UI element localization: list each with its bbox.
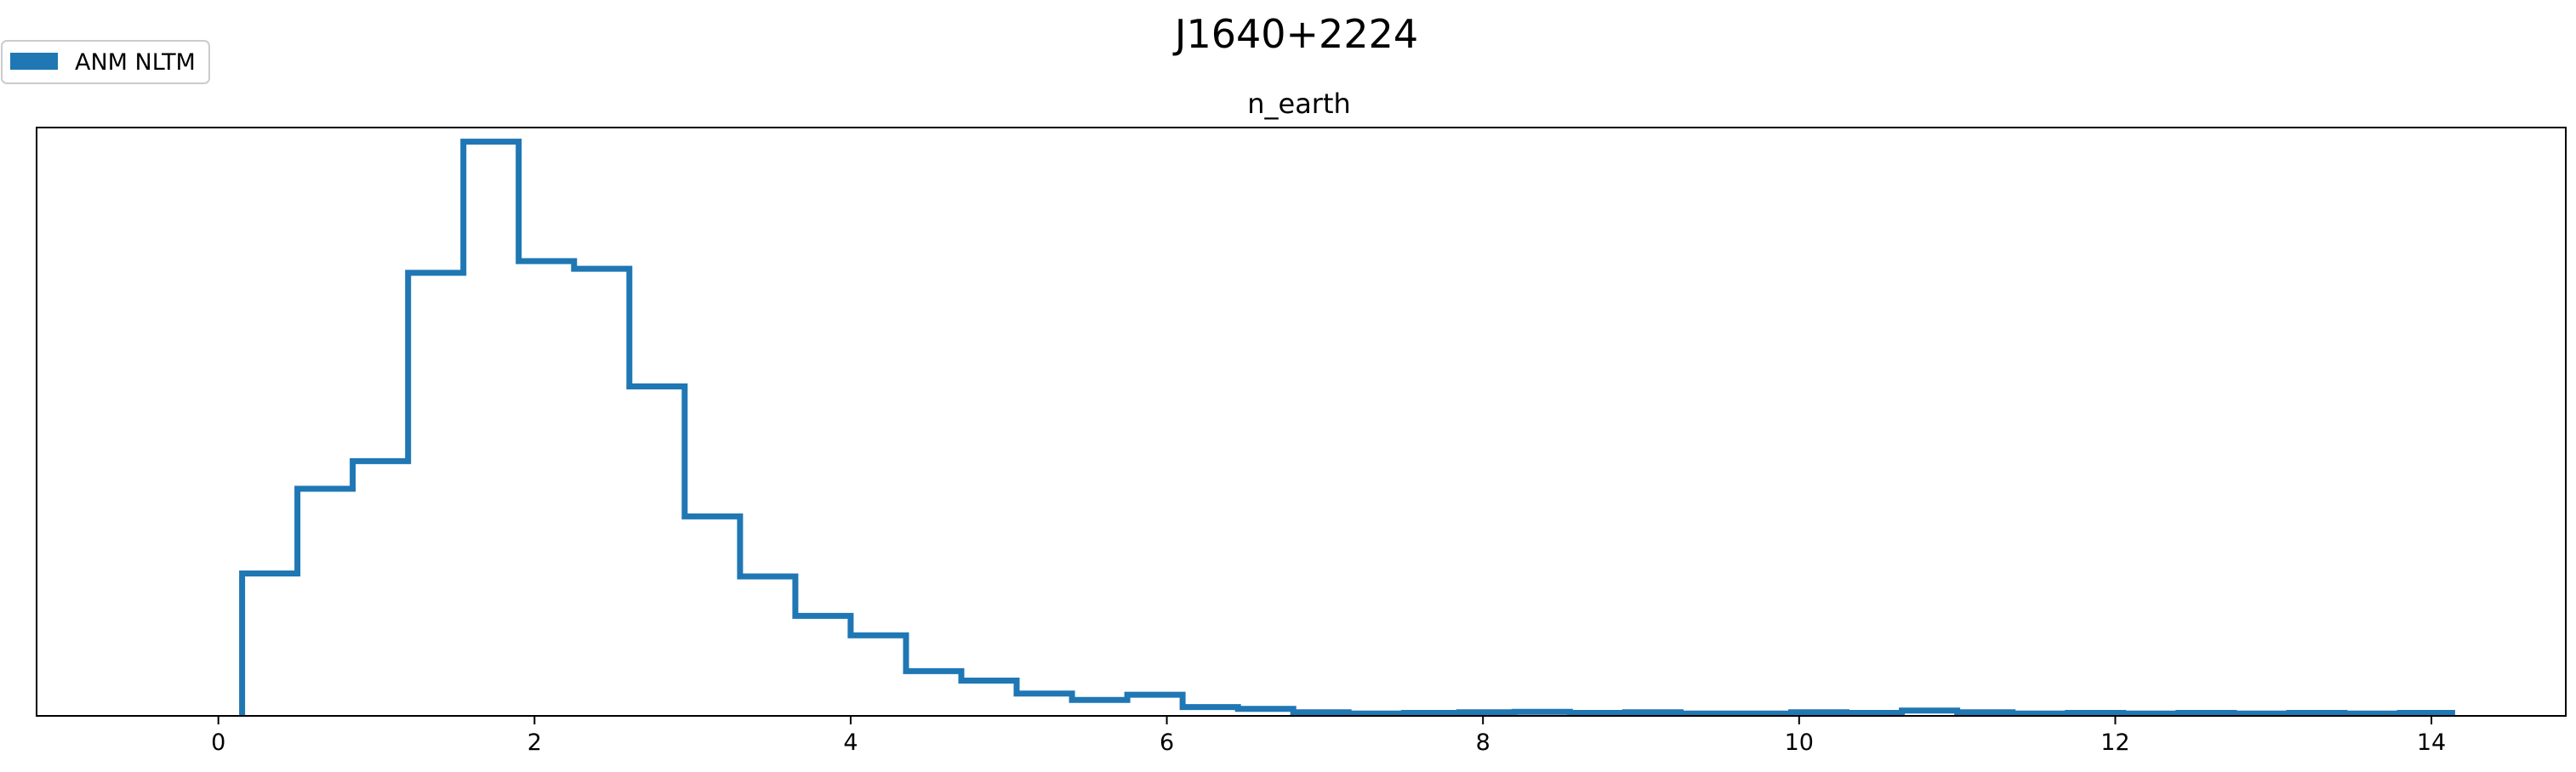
histogram-step-line-0 xyxy=(239,139,2455,717)
x-tick-label: 2 xyxy=(527,729,542,756)
x-tick-label: 8 xyxy=(1476,729,1490,756)
chart-subtitle: n_earth xyxy=(1247,88,1351,120)
x-tick-label: 10 xyxy=(1785,729,1814,756)
x-tick-label: 4 xyxy=(843,729,858,756)
x-tick-label: 6 xyxy=(1160,729,1174,756)
plot-layer xyxy=(239,139,2455,717)
chart-title: J1640+2224 xyxy=(1172,11,1418,57)
legend-frame xyxy=(1,40,210,84)
legend-swatch xyxy=(10,53,58,70)
x-axis-ticks: 0 2 4 6 8 10 12 14 xyxy=(211,716,2446,756)
x-tick-label: 0 xyxy=(211,729,225,756)
legend[interactable]: ANM NLTM xyxy=(1,40,210,84)
x-tick-label: 12 xyxy=(2100,729,2129,756)
x-tick-label: 14 xyxy=(2417,729,2446,756)
legend-label: ANM NLTM xyxy=(75,49,196,76)
plot-area-frame xyxy=(36,127,2567,717)
